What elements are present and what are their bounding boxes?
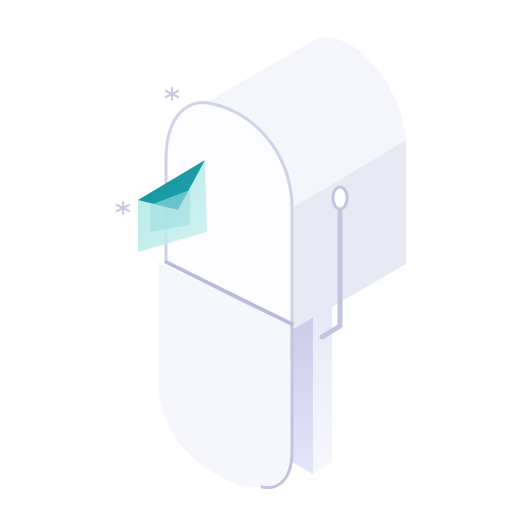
mailbox-flag-icon: [319, 185, 349, 340]
envelope-icon: [138, 160, 207, 252]
sparkle-icon: [115, 86, 180, 216]
mailbox-post-icon: [292, 302, 332, 474]
mailbox-body: [158, 37, 406, 490]
